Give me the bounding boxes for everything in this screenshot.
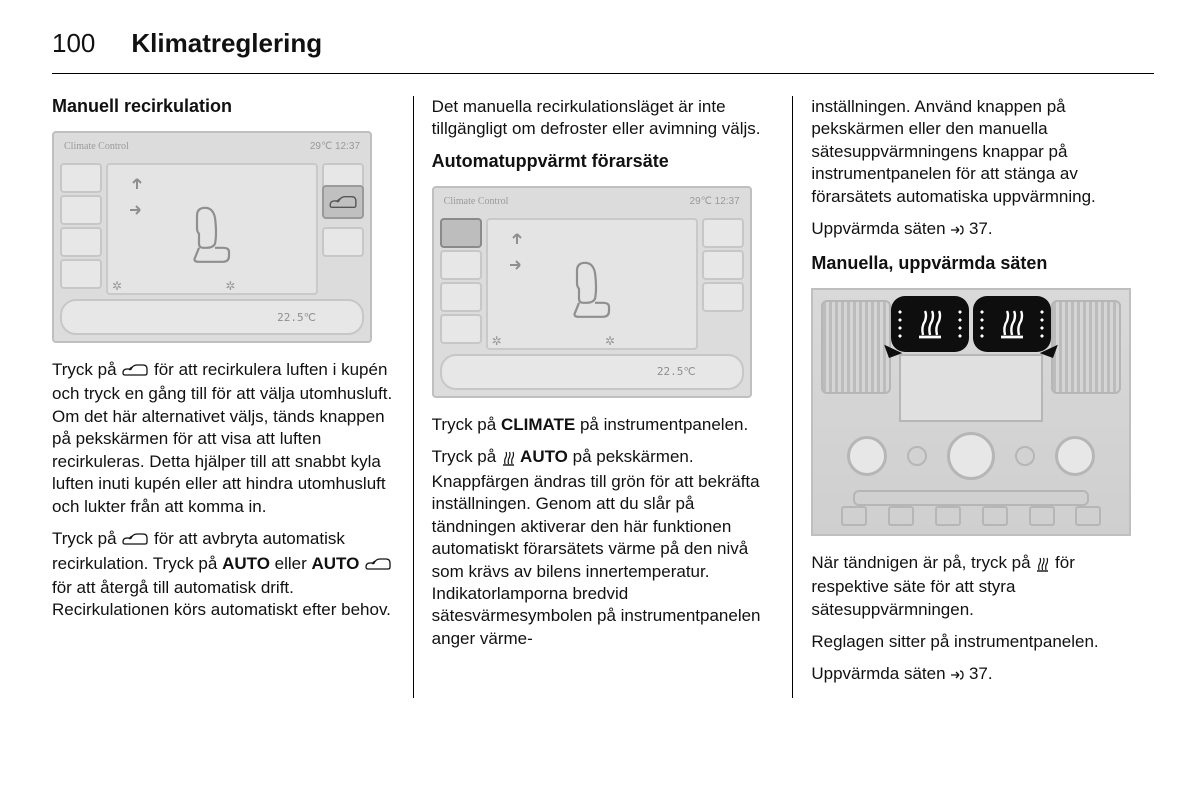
recirc-icon [364,555,392,577]
chapter-title: Klimatreglering [131,28,322,59]
figure-climate-screen-2: Climate Control 29℃ 12:37 ✲ ✲ 22.5℃ [432,186,752,398]
header-rule [52,73,1154,74]
col1-p1: Tryck på för att recirkulera luften i ku… [52,359,395,518]
col3-p3: Reglagen sitter på instrumentpanelen. [811,631,1154,653]
col3-p0: inställningen. Använd knappen på pekskär… [811,96,1154,208]
col1-p2: Tryck på för att avbryta automatisk reci… [52,528,395,622]
fig2-clock: 29℃ 12:37 [690,196,740,207]
column-1: Manuell recirkulation Climate Control 29… [52,96,413,698]
heading-auto-heated-seat: Automatuppvärmt förarsäte [432,151,775,172]
col3-p4: Uppvärmda säten 37. [811,663,1154,687]
column-2: Det manuella recirkulationsläget är inte… [413,96,793,698]
fig2-temp: 22.5℃ [657,365,696,378]
fig1-title: Climate Control [64,141,129,152]
fig1-clock: 29℃ 12:37 [310,141,360,152]
callout-left-seat-heat [891,296,969,352]
figure-dashboard [811,288,1131,536]
column-3: inställningen. Använd knappen på pekskär… [792,96,1154,698]
page-number: 100 [52,28,95,59]
col2-p2: Tryck på AUTO på pekskärmen. Knappfärgen… [432,446,775,650]
heated-seat-icon [501,448,516,470]
fig1-temp: 22.5℃ [277,311,316,324]
col3-p1: Uppvärmda säten 37. [811,218,1154,242]
col2-p0: Det manuella recirkulationsläget är inte… [432,96,775,141]
heading-manual-recirc: Manuell recirkulation [52,96,395,117]
col2-p1: Tryck på CLIMATE på instrumentpanelen. [432,414,775,436]
heading-manual-heated-seats: Manuella, uppvärmda säten [811,253,1154,274]
crossref-icon [950,220,964,242]
fig2-title: Climate Control [444,196,509,207]
callout-right-seat-heat [973,296,1051,352]
heated-seat-icon [1035,554,1050,576]
figure-climate-screen-1: Climate Control 29℃ 12:37 ✲ ✲ 22.5℃ [52,131,372,343]
fig1-recirc-button [322,185,364,219]
crossref-icon [950,665,964,687]
recirc-icon [121,530,149,552]
fig2-auto-button [440,218,482,248]
recirc-icon [121,361,149,383]
col3-p2: När tändnigen är på, tryck på för respek… [811,552,1154,621]
